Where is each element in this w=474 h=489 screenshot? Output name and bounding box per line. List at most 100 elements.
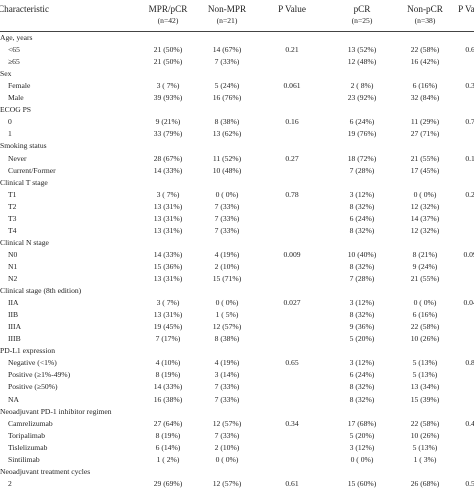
- cell: 39 (93%): [153, 93, 183, 103]
- cell: 5 (13%): [412, 370, 438, 380]
- cell: 12 (57%): [212, 322, 242, 332]
- cell: 16 (76%): [212, 93, 242, 103]
- cell: 4 (19%): [214, 358, 240, 368]
- cell: 9 (24%): [412, 261, 438, 271]
- cell: 3 ( 7%): [156, 298, 180, 308]
- cell: 2 ( 8%): [350, 81, 374, 91]
- cell: 7 (33%): [214, 394, 240, 404]
- cell: 17 (68%): [347, 418, 377, 428]
- cell: 3 (12%): [349, 358, 375, 368]
- cell: 28 (67%): [153, 153, 183, 163]
- cell: 22 (58%): [410, 418, 440, 428]
- cell: 8 (21%): [412, 249, 438, 259]
- row-label: Never: [8, 153, 27, 163]
- cell: 7 (28%): [349, 165, 375, 175]
- cell: 9 (36%): [349, 322, 375, 332]
- group-title: Sex: [0, 69, 12, 79]
- cell: 15 (71%): [212, 274, 242, 283]
- row-label: N0: [8, 249, 18, 259]
- row-label: Female: [8, 81, 31, 91]
- group-title: Smoking status: [0, 141, 47, 151]
- row-label: Camrelizumab: [8, 418, 53, 428]
- cell: 5 (13%): [412, 358, 438, 368]
- header-rule: [0, 31, 474, 32]
- row-label: 1: [8, 129, 12, 139]
- cell: 12 (32%): [410, 225, 440, 235]
- cell: 9 (21%): [155, 117, 181, 127]
- row-label: IIA: [8, 298, 19, 308]
- cell: 15 (39%): [410, 394, 440, 404]
- column-header: P Value: [458, 4, 474, 14]
- p-value: 0.047: [463, 298, 474, 308]
- cell: 6 (24%): [349, 213, 375, 223]
- cell: 0 ( 0%): [413, 189, 437, 199]
- p-value: 0.61: [285, 478, 299, 488]
- cell: 7 (33%): [214, 213, 240, 223]
- row-label: T2: [8, 201, 17, 211]
- row-label: N1: [8, 261, 18, 271]
- cell: 3 (12%): [349, 189, 375, 199]
- cell: 10 (40%): [347, 249, 377, 259]
- p-value: 0.57: [465, 478, 474, 488]
- cell: 21 (55%): [410, 274, 440, 283]
- cell: 17 (45%): [410, 165, 440, 175]
- cell: 7 (33%): [214, 430, 240, 440]
- column-n: (n=25): [351, 16, 373, 25]
- row-label: Toripalimab: [8, 430, 46, 440]
- group-title: Clinical stage (8th edition): [0, 286, 82, 296]
- cell: 5 (24%): [214, 81, 240, 91]
- cell: 21 (50%): [153, 45, 183, 55]
- cell: 6 (16%): [412, 81, 438, 91]
- row-label: IIB: [8, 310, 19, 320]
- cell: 7 (33%): [214, 225, 240, 235]
- cell: 7 (33%): [214, 57, 240, 67]
- cell: 29 (69%): [153, 478, 183, 488]
- cell: 3 (12%): [349, 298, 375, 308]
- cell: 10 (48%): [212, 165, 242, 175]
- cell: 8 (19%): [155, 370, 181, 380]
- cell: 14 (37%): [410, 213, 440, 223]
- p-value: 0.18: [465, 153, 474, 163]
- cell: 13 (62%): [212, 129, 242, 139]
- cell: 2 (10%): [214, 261, 240, 271]
- cell: 6 (16%): [412, 310, 438, 320]
- cell: 3 (14%): [214, 370, 240, 380]
- p-value: 0.21: [285, 45, 299, 55]
- p-value: 0.22: [465, 189, 474, 199]
- cell: 6 (24%): [349, 117, 375, 127]
- cell: 7 (28%): [349, 274, 375, 283]
- cell: 12 (57%): [212, 418, 242, 428]
- cell: 13 (34%): [410, 382, 440, 392]
- p-value: 0.71: [465, 117, 474, 127]
- cell: 7 (33%): [214, 382, 240, 392]
- cell: 14 (33%): [153, 249, 183, 259]
- cell: 11 (29%): [410, 117, 440, 127]
- cell: 15 (60%): [347, 478, 377, 488]
- cell: 8 (38%): [214, 117, 240, 127]
- cell: 22 (58%): [410, 45, 440, 55]
- header-label: Characteristic: [0, 4, 50, 14]
- cell: 1 ( 3%): [413, 454, 437, 464]
- cell: 6 (24%): [349, 370, 375, 380]
- cell: 16 (42%): [410, 57, 440, 67]
- cell: 12 (48%): [347, 57, 377, 67]
- row-label: NA: [8, 394, 19, 404]
- cell: 13 (31%): [153, 310, 183, 320]
- cell: 7 (33%): [214, 201, 240, 211]
- cell: 22 (58%): [410, 322, 440, 332]
- p-value: 0.36: [465, 81, 474, 91]
- cell: 4 (10%): [155, 358, 181, 368]
- column-header: Non-pCR: [407, 4, 443, 14]
- cell: 5 (20%): [349, 334, 375, 344]
- cell: 21 (55%): [410, 153, 440, 163]
- row-label: IIIA: [8, 322, 22, 332]
- cell: 2 (10%): [214, 442, 240, 452]
- column-header: MPR/pCR: [148, 4, 188, 14]
- row-label: ≥65: [8, 57, 20, 67]
- row-label: Male: [8, 93, 24, 103]
- cell: 0 ( 0%): [215, 454, 239, 464]
- group-title: ECOG PS: [0, 105, 32, 115]
- group-title: Age, years: [0, 33, 33, 42]
- row-label: 2: [8, 478, 12, 488]
